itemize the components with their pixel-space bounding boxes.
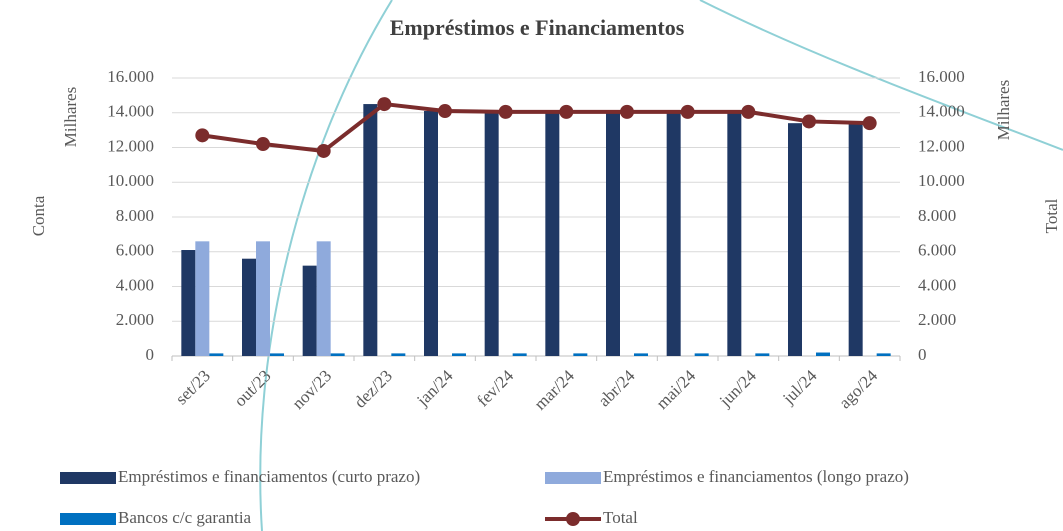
line-marker: [862, 116, 877, 131]
y2-tick-label: 8.000: [918, 206, 956, 225]
line-marker: [377, 97, 392, 112]
decoration-curve: [699, 0, 1063, 151]
bar: [876, 353, 891, 356]
y2-axis-outer-label: Total: [1042, 198, 1061, 233]
decoration-curve: [259, 0, 393, 531]
bar: [363, 104, 378, 356]
chart-title: Empréstimos e Financiamentos: [390, 15, 685, 40]
y2-tick-label: 12.000: [918, 136, 965, 155]
bar: [302, 265, 317, 356]
x-tick-label: nov/23: [288, 366, 335, 413]
legend-label: Empréstimos e financiamentos (curto praz…: [118, 467, 420, 486]
line: [202, 102, 870, 153]
bar: [270, 353, 284, 356]
bar: [848, 123, 863, 356]
bar: [788, 123, 802, 356]
x-tick-label: mar/24: [530, 366, 578, 414]
legend-swatch: [60, 472, 116, 484]
x-tick-label: dez/23: [350, 366, 395, 411]
legend-swatch: [60, 513, 116, 525]
bar: [181, 250, 196, 356]
bar: [209, 353, 224, 356]
bar: [573, 353, 588, 356]
bar: [606, 112, 620, 356]
bar: [391, 353, 406, 356]
x-tick-label: jun/24: [715, 366, 760, 411]
y-axis-label: Milhares: [61, 87, 80, 147]
bar: [484, 112, 499, 356]
x-tick-label: mai/24: [652, 366, 699, 413]
x-tick-label: jul/24: [778, 366, 821, 409]
y-tick-label: 8.000: [116, 206, 154, 225]
bar: [316, 241, 331, 356]
y-tick-label: 6.000: [116, 241, 154, 260]
line-marker: [316, 143, 331, 158]
x-tick-label: ago/24: [835, 366, 882, 413]
y-tick-label: 16.000: [107, 67, 154, 86]
y2-tick-label: 0: [918, 345, 927, 364]
y2-tick-label: 6.000: [918, 241, 956, 260]
bar: [424, 111, 438, 356]
y-tick-label: 14.000: [107, 102, 154, 121]
x-tick-label: out/23: [230, 366, 274, 410]
x-tick-label: fev/24: [473, 366, 517, 410]
bar: [242, 258, 256, 356]
y2-tick-label: 10.000: [918, 171, 965, 190]
legend-swatch: [545, 472, 601, 484]
line-marker: [256, 137, 270, 152]
line-marker: [559, 104, 574, 119]
y2-tick-label: 2.000: [918, 310, 956, 329]
y2-axis-label: Milhares: [994, 80, 1013, 140]
y2-tick-label: 14.000: [918, 102, 965, 121]
bar: [634, 353, 648, 356]
bar: [195, 241, 210, 356]
bar: [666, 112, 681, 356]
y-tick-label: 0: [146, 345, 155, 364]
line-marker: [498, 104, 513, 119]
bar: [816, 352, 830, 356]
line-marker: [680, 104, 695, 119]
bar: [694, 353, 709, 356]
y2-tick-label: 4.000: [918, 275, 956, 294]
y-tick-label: 12.000: [107, 136, 154, 155]
legend-swatch: [566, 512, 580, 526]
line-marker: [802, 114, 816, 129]
y-tick-label: 10.000: [107, 171, 154, 190]
x-tick-label: jan/24: [412, 366, 457, 411]
line-marker: [438, 104, 452, 119]
bar: [755, 353, 770, 356]
line-marker: [620, 104, 634, 119]
bar: [330, 353, 345, 356]
legend-label: Total: [603, 508, 638, 527]
y-axis-outer-label: Conta: [29, 195, 48, 236]
bar: [256, 241, 270, 356]
bar: [727, 112, 742, 356]
y-tick-label: 2.000: [116, 310, 154, 329]
legend-label: Empréstimos e financiamentos (longo praz…: [603, 467, 909, 486]
line-marker: [741, 104, 756, 119]
bar: [545, 112, 560, 356]
x-tick-label: set/23: [172, 366, 214, 408]
line-marker: [195, 128, 210, 143]
legend-label: Bancos c/c garantia: [118, 508, 252, 527]
x-tick-label: abr/24: [594, 366, 638, 410]
y-tick-label: 4.000: [116, 275, 154, 294]
bar: [452, 353, 466, 356]
bar: [512, 353, 527, 356]
y2-tick-label: 16.000: [918, 67, 965, 86]
